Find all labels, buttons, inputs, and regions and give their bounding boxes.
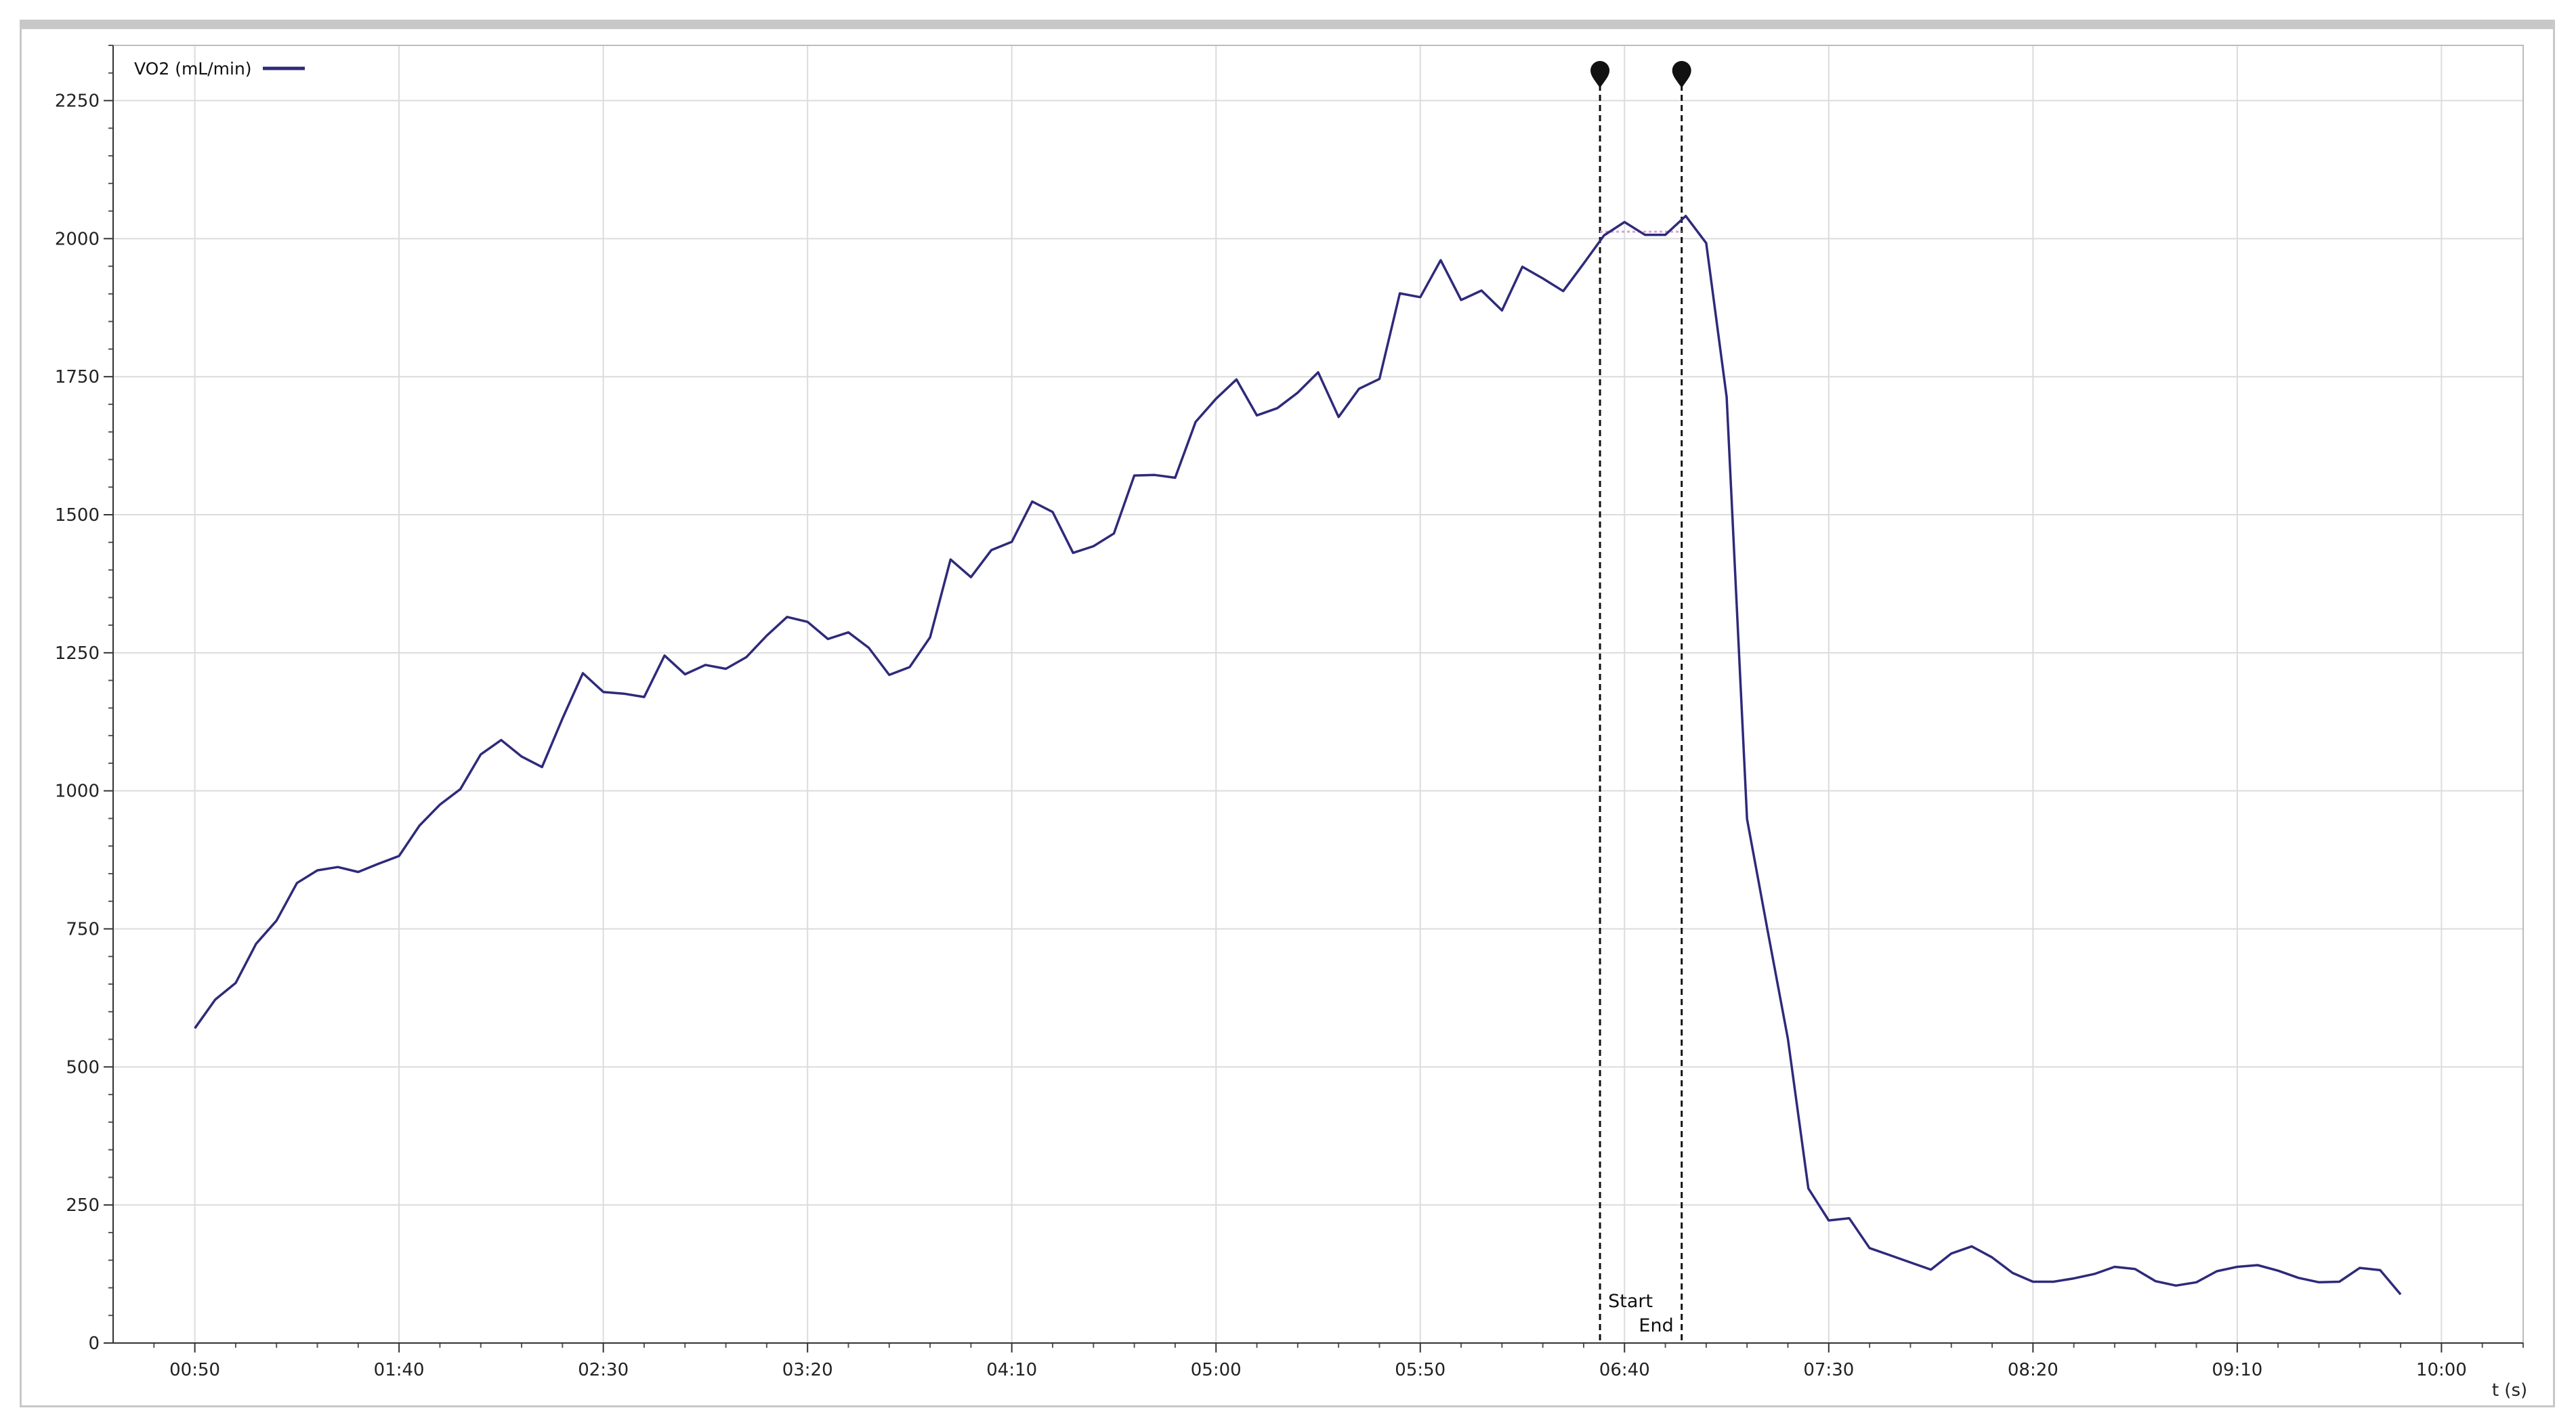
y-tick-label: 1250 [55, 643, 100, 664]
x-tick-label: 05:00 [1191, 1360, 1242, 1380]
marker-label-start: Start [1608, 1291, 1653, 1312]
x-tick-label: 07:30 [1803, 1360, 1854, 1380]
grid [113, 45, 2523, 1344]
x-tick-label: 06:40 [1599, 1360, 1650, 1380]
x-tick-label: 09:10 [2212, 1360, 2262, 1380]
series-layer [194, 215, 2402, 1296]
x-tick-label: 00:50 [169, 1360, 220, 1380]
y-tick-label: 2250 [55, 91, 100, 112]
x-tick-label: 10:00 [2416, 1360, 2467, 1380]
y-tick-label: 500 [66, 1057, 100, 1078]
axes: 0 250 500 750 1000 1250 1500 1750 2000 2250 00:50 0… [55, 45, 2524, 1380]
y-tick-label: 250 [66, 1195, 100, 1216]
y-tick-label: 1500 [55, 505, 100, 526]
x-tick-label: 05:50 [1395, 1360, 1445, 1380]
y-tick-label: 1000 [55, 782, 100, 802]
range-markers: Start End [1590, 61, 1691, 1343]
y-tick-label: 1750 [55, 367, 100, 387]
chart-frame [20, 20, 2555, 1407]
marker-pin-start[interactable] [1590, 61, 1610, 88]
y-tick-label: 0 [88, 1334, 100, 1354]
x-tick-label: 04:10 [986, 1360, 1037, 1380]
x-tick-label: 08:20 [2008, 1360, 2058, 1380]
legend-label: VO2 (mL/min) [134, 59, 252, 79]
plot-area [112, 45, 2524, 1344]
x-tick-label: 01:40 [374, 1360, 425, 1380]
series-line-vo2 [194, 215, 2402, 1296]
y-tick-label: 2000 [55, 229, 100, 249]
x-tick-label: 03:20 [782, 1360, 833, 1380]
y-tick-label: 750 [66, 920, 100, 940]
marker-label-end: End [1639, 1315, 1673, 1336]
x-tick-label: 02:30 [578, 1360, 629, 1380]
legend: VO2 (mL/min) [134, 59, 305, 79]
x-axis-label: t (s) [2492, 1380, 2527, 1401]
marker-pin-end[interactable] [1672, 61, 1691, 88]
